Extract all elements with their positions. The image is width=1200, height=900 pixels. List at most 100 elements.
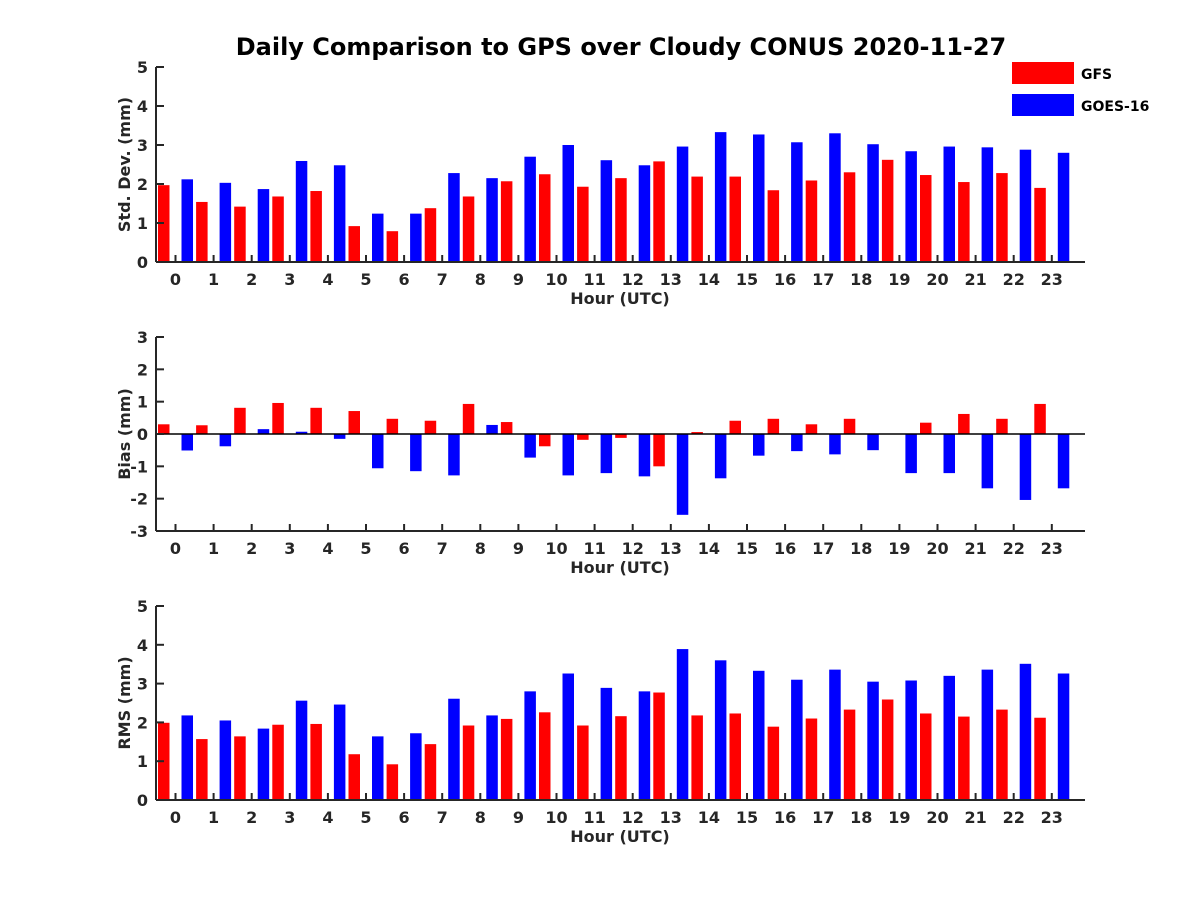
bias-y-tick-label: -2 xyxy=(130,490,148,509)
std-dev-x-tick-label: 6 xyxy=(399,270,410,289)
rms-bar-gfs-5 xyxy=(348,754,360,800)
rms-bar-goes16-5 xyxy=(372,736,384,800)
std-dev-bar-goes16-14 xyxy=(714,132,727,262)
bias-x-tick-label: 11 xyxy=(583,539,605,558)
std-dev-bar-gfs-3 xyxy=(272,196,284,262)
bias-bar-gfs-7 xyxy=(424,420,437,434)
bias-y-tick-label: -3 xyxy=(130,522,148,541)
bias-y-tick-label: -1 xyxy=(130,457,148,476)
legend-swatch-gfs xyxy=(1012,62,1074,84)
rms-x-tick-label: 1 xyxy=(208,808,219,827)
std-dev-x-axis-label: Hour (UTC) xyxy=(570,289,670,308)
std-dev-x-tick-label: 22 xyxy=(1003,270,1025,289)
bias-bar-gfs-21 xyxy=(958,413,970,434)
std-dev-x-tick-label: 0 xyxy=(170,270,181,289)
std-dev-bar-goes16-11 xyxy=(600,160,613,262)
std-dev-bar-goes16-12 xyxy=(638,165,651,262)
rms-x-tick-label: 14 xyxy=(698,808,720,827)
bias-x-tick-label: 15 xyxy=(736,539,758,558)
bias-x-tick-label: 16 xyxy=(774,539,796,558)
std-dev-bar-goes16-3 xyxy=(295,160,308,262)
std-dev-y-tick-label: 0 xyxy=(137,253,148,272)
bias-bar-goes16-14 xyxy=(714,434,727,479)
std-dev-bar-gfs-10 xyxy=(539,174,551,262)
bias-y-tick-label: 3 xyxy=(137,328,148,347)
rms-y-tick-label: 4 xyxy=(137,636,148,655)
rms-bar-goes16-23 xyxy=(1057,673,1070,800)
bias-x-tick-label: 20 xyxy=(926,539,948,558)
bias-x-tick-label: 3 xyxy=(284,539,295,558)
rms-bar-goes16-11 xyxy=(600,687,613,800)
std-dev-bar-goes16-10 xyxy=(562,145,574,262)
bias-x-tick-label: 18 xyxy=(850,539,872,558)
rms-x-axis-label: Hour (UTC) xyxy=(570,827,670,846)
bias-bar-goes16-3 xyxy=(295,431,308,434)
rms-bar-goes16-20 xyxy=(943,675,955,800)
rms-bar-goes16-1 xyxy=(219,720,232,800)
bias-x-tick-label: 8 xyxy=(475,539,486,558)
rms-bar-goes16-2 xyxy=(257,728,270,800)
rms-x-tick-label: 22 xyxy=(1003,808,1025,827)
rms-bar-gfs-21 xyxy=(958,716,970,800)
std-dev-x-tick-label: 18 xyxy=(850,270,872,289)
bias-bar-goes16-18 xyxy=(867,434,879,451)
rms-x-tick-label: 19 xyxy=(888,808,910,827)
rms-bar-goes16-19 xyxy=(905,680,917,800)
std-dev-bar-gfs-21 xyxy=(958,182,970,262)
rms-bar-goes16-8 xyxy=(486,715,498,800)
std-dev-bar-gfs-22 xyxy=(996,173,1008,262)
bias-x-tick-label: 13 xyxy=(660,539,682,558)
std-dev-x-tick-label: 23 xyxy=(1041,270,1063,289)
bias-bar-gfs-4 xyxy=(310,407,322,434)
bias-x-tick-label: 23 xyxy=(1041,539,1063,558)
rms-bar-goes16-10 xyxy=(562,673,574,800)
std-dev-bar-goes16-1 xyxy=(219,182,232,262)
bias-bar-gfs-12 xyxy=(615,434,627,438)
rms-bar-goes16-0 xyxy=(181,715,193,800)
bias-y-tick-label: 1 xyxy=(137,393,148,412)
bias-x-tick-label: 14 xyxy=(698,539,720,558)
std-dev-bar-gfs-2 xyxy=(234,206,246,262)
legend-swatch-goes16 xyxy=(1012,94,1074,116)
rms-bar-gfs-17 xyxy=(805,718,818,800)
bias-bar-gfs-20 xyxy=(920,422,932,434)
std-dev-bar-goes16-19 xyxy=(905,151,917,262)
rms-x-tick-label: 11 xyxy=(583,808,605,827)
bias-bar-gfs-6 xyxy=(386,418,399,434)
bias-bar-gfs-1 xyxy=(196,425,208,434)
rms-bar-goes16-22 xyxy=(1019,663,1032,800)
rms-bar-goes16-7 xyxy=(448,698,460,800)
bias-x-tick-label: 10 xyxy=(545,539,567,558)
bias-bar-goes16-23 xyxy=(1057,434,1070,489)
bias-x-axis-label: Hour (UTC) xyxy=(570,558,670,577)
bias-bar-gfs-16 xyxy=(767,418,780,434)
bias-bar-goes16-15 xyxy=(753,434,765,456)
rms-x-tick-label: 8 xyxy=(475,808,486,827)
rms-x-tick-label: 9 xyxy=(513,808,524,827)
bias-x-tick-label: 9 xyxy=(513,539,524,558)
rms-x-tick-label: 13 xyxy=(660,808,682,827)
std-dev-x-tick-label: 20 xyxy=(926,270,948,289)
rms-bar-goes16-4 xyxy=(333,704,346,800)
std-dev-bar-gfs-6 xyxy=(386,231,399,262)
bias-bar-gfs-11 xyxy=(577,434,589,440)
bias-bar-goes16-17 xyxy=(829,434,841,455)
bias-bar-gfs-22 xyxy=(996,418,1008,434)
rms-bar-gfs-11 xyxy=(577,725,589,800)
bias-bar-goes16-6 xyxy=(410,434,422,472)
rms-x-tick-label: 10 xyxy=(545,808,567,827)
std-dev-bar-goes16-21 xyxy=(981,147,994,262)
std-dev-x-tick-label: 1 xyxy=(208,270,219,289)
std-dev-x-tick-label: 9 xyxy=(513,270,524,289)
rms-bar-goes16-21 xyxy=(981,669,994,800)
std-dev-bar-gfs-13 xyxy=(653,161,665,262)
rms-bar-gfs-7 xyxy=(424,744,437,800)
bias-bar-gfs-23 xyxy=(1034,403,1046,434)
std-dev-y-tick-label: 2 xyxy=(137,175,148,194)
rms-bar-gfs-20 xyxy=(920,713,932,800)
bias-x-tick-label: 17 xyxy=(812,539,834,558)
